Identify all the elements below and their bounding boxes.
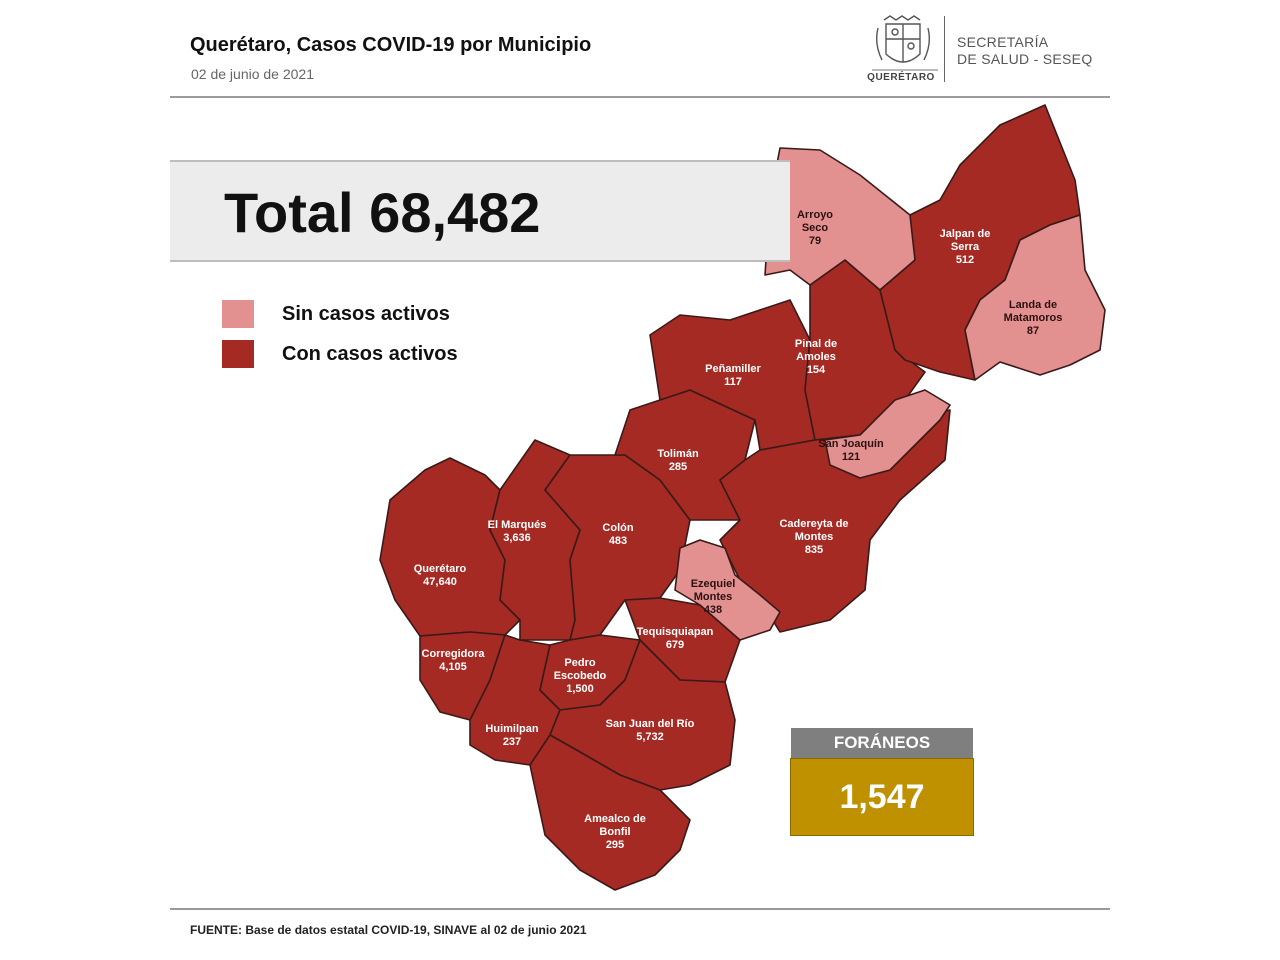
legend-item-inactive: Sin casos activos (222, 300, 450, 328)
municipality-label-line: Jalpan de (940, 228, 991, 240)
municipality-label-toliman: Tolimán 285 (657, 448, 699, 473)
municipality-label-line: 1,500 (566, 683, 594, 695)
municipality-label-line: 483 (609, 535, 627, 547)
municipality-label-line: Corregidora (422, 648, 486, 660)
municipality-label-line: 79 (809, 235, 821, 247)
municipality-label-landa-de-matamoros: Landa de Matamoros 87 (1004, 299, 1063, 337)
municipality-label-el-marques: El Marqués 3,636 (488, 519, 547, 544)
municipality-label-tequisquiapan: Tequisquiapan 679 (637, 626, 714, 651)
municipality-label-line: 512 (956, 254, 974, 266)
municipality-label-san-joaquin: San Joaquín 121 (818, 438, 884, 463)
legend-item-active: Con casos activos (222, 340, 458, 368)
municipality-label-pinal-de-amoles: Pinal de Amoles 154 (795, 338, 837, 376)
legend-label-active: Con casos activos (282, 342, 458, 365)
municipality-label-line: Tequisquiapan (637, 626, 714, 638)
municipality-label-line: Arroyo (797, 209, 833, 221)
header-rule (170, 96, 1110, 98)
municipality-label-line: Peñamiller (705, 363, 761, 375)
page-title: Querétaro, Casos COVID-19 por Municipio (190, 34, 592, 56)
municipality-label-line: Bonfil (599, 826, 630, 838)
municipality-shape-ezequiel-montes (674, 539, 781, 641)
municipality-label-colon: Colón 483 (602, 522, 633, 547)
municipality-label-amealco-de-bonfil: Amealco de Bonfil 295 (584, 813, 646, 851)
municipality-label-line: 835 (805, 544, 823, 556)
department-line-1: SECRETARÍA (957, 34, 1049, 50)
report-date: 02 de junio de 2021 (191, 66, 314, 82)
footer-rule (170, 908, 1110, 910)
municipality-label-huimilpan: Huimilpan 237 (485, 723, 538, 748)
municipality-label-line: Ezequiel (691, 578, 736, 590)
municipality-label-line: Escobedo (554, 670, 607, 682)
municipality-label-arroyo-seco: Arroyo Seco 79 (797, 209, 833, 247)
foraneos-label: FORÁNEOS (791, 728, 973, 758)
municipality-label-corregidora: Corregidora 4,105 (422, 648, 486, 673)
municipality-shape-amealco-de-bonfil (529, 734, 691, 891)
municipality-label-line: 295 (606, 839, 624, 851)
municipality-label-pedro-escobedo: Pedro Escobedo 1,500 (554, 657, 607, 695)
municipality-label-line: 47,640 (423, 576, 457, 588)
legend-swatch-active (222, 340, 254, 368)
municipality-label-line: 237 (503, 736, 521, 748)
municipality-label-jalpan-de-serra: Jalpan de Serra 512 (940, 228, 991, 266)
municipality-label-line: Tolimán (657, 448, 699, 460)
municipality-shape-landa-de-matamoros (964, 214, 1106, 381)
data-source: FUENTE: Base de datos estatal COVID-19, … (190, 923, 587, 937)
municipality-label-ezequiel-montes: Ezequiel Montes 438 (691, 578, 736, 616)
municipality-label-queretaro: Querétaro 47,640 (414, 563, 467, 588)
municipality-label-line: Amoles (796, 351, 836, 363)
total-banner (170, 160, 790, 262)
coat-of-arms-icon (872, 15, 938, 71)
header-divider (944, 16, 945, 82)
municipality-label-line: 154 (807, 364, 826, 376)
department-line-2: DE SALUD - SESEQ (957, 51, 1093, 67)
seal-caption: QUERÉTARO (867, 72, 935, 83)
municipality-label-line: Pinal de (795, 338, 837, 350)
municipality-label-line: Landa de (1009, 299, 1057, 311)
municipality-label-line: 285 (669, 461, 687, 473)
municipality-label-line: Amealco de (584, 813, 646, 825)
municipality-label-line: Matamoros (1004, 312, 1063, 324)
municipality-label-line: 117 (724, 376, 742, 388)
municipality-label-line: 4,105 (439, 661, 467, 673)
municipality-label-line: 5,732 (636, 731, 664, 743)
municipality-label-line: Huimilpan (485, 723, 538, 735)
municipality-label-line: 679 (666, 639, 684, 651)
municipality-label-line: Montes (694, 591, 733, 603)
state-seal-logo: QUERÉTARO (860, 14, 950, 86)
total-cases: Total 68,482 (224, 181, 541, 244)
municipality-label-line: Querétaro (414, 563, 467, 575)
municipality-shape-san-joaquin (824, 389, 951, 479)
municipality-label-line: Pedro (564, 657, 595, 669)
municipality-label-line: Colón (602, 522, 633, 534)
municipality-label-penamiller: Peñamiller 117 (705, 363, 761, 388)
municipality-label-cadereyta-de-montes: Cadereyta de Montes 835 (779, 518, 848, 556)
legend-swatch-inactive (222, 300, 254, 328)
municipality-label-line: San Juan del Río (606, 718, 695, 730)
municipality-label-line: Seco (802, 222, 829, 234)
municipality-label-line: 87 (1027, 325, 1039, 337)
municipality-label-line: 121 (842, 451, 860, 463)
municipality-label-line: Serra (951, 241, 980, 253)
municipality-label-line: Cadereyta de (779, 518, 848, 530)
municipality-label-line: San Joaquín (818, 438, 884, 450)
legend-label-inactive: Sin casos activos (282, 302, 450, 325)
municipality-label-line: 3,636 (503, 532, 531, 544)
foraneos-value: 1,547 (790, 758, 974, 836)
municipality-label-line: El Marqués (488, 519, 547, 531)
municipality-label-line: 438 (704, 604, 722, 616)
department-name: SECRETARÍA DE SALUD - SESEQ (957, 34, 1093, 68)
municipality-label-san-juan-del-rio: San Juan del Río 5,732 (606, 718, 695, 743)
municipality-label-line: Montes (795, 531, 834, 543)
